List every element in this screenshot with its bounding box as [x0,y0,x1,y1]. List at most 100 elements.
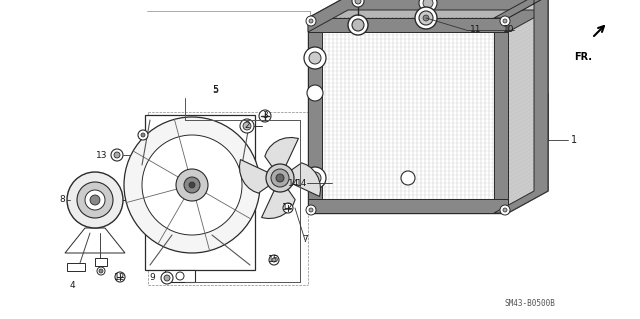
Polygon shape [444,0,487,18]
Polygon shape [488,0,531,18]
Polygon shape [508,88,548,113]
Polygon shape [67,263,85,271]
Polygon shape [508,184,548,209]
Polygon shape [508,72,548,97]
Polygon shape [320,0,364,18]
Circle shape [67,172,123,228]
Polygon shape [165,270,195,282]
Polygon shape [508,168,548,193]
Polygon shape [508,4,548,29]
Circle shape [500,205,510,215]
Polygon shape [368,0,412,18]
Polygon shape [420,0,463,18]
Polygon shape [508,180,548,205]
Text: 12: 12 [115,272,125,281]
Circle shape [309,19,313,23]
Polygon shape [494,0,548,213]
Polygon shape [508,172,548,197]
Polygon shape [65,228,125,253]
Polygon shape [448,0,492,18]
Polygon shape [145,115,255,270]
Circle shape [184,177,200,193]
Circle shape [423,15,429,21]
Polygon shape [452,0,495,18]
Polygon shape [508,64,548,89]
Text: 13: 13 [96,151,108,160]
Polygon shape [380,0,423,18]
Circle shape [503,208,507,212]
Polygon shape [472,0,515,18]
Polygon shape [476,0,519,18]
Circle shape [271,169,289,187]
Circle shape [309,52,321,64]
Text: 7: 7 [302,235,308,244]
Polygon shape [468,0,511,18]
Polygon shape [432,0,475,18]
Polygon shape [262,189,295,219]
Polygon shape [508,144,548,169]
Polygon shape [508,0,548,25]
Text: 1: 1 [571,135,577,145]
Circle shape [309,208,313,212]
Polygon shape [460,0,503,18]
Circle shape [272,258,276,262]
Polygon shape [344,0,387,18]
Polygon shape [504,0,547,18]
Polygon shape [372,0,415,18]
Text: 14: 14 [296,179,308,188]
Polygon shape [508,132,548,157]
Polygon shape [508,24,548,49]
Polygon shape [508,20,548,45]
Text: 5: 5 [212,85,218,95]
Polygon shape [508,84,548,109]
Circle shape [419,0,437,12]
Polygon shape [308,18,322,213]
Polygon shape [384,0,428,18]
Circle shape [240,119,254,133]
Polygon shape [508,52,548,77]
Circle shape [283,203,293,213]
Text: FR.: FR. [574,52,592,62]
Polygon shape [494,18,508,213]
Polygon shape [376,0,419,18]
Polygon shape [308,18,508,213]
Circle shape [307,85,323,101]
Circle shape [306,16,316,26]
Polygon shape [388,0,431,18]
Polygon shape [508,36,548,61]
Polygon shape [239,160,269,193]
Polygon shape [416,0,460,18]
Circle shape [138,130,148,140]
Polygon shape [324,0,367,18]
Text: 11: 11 [470,26,482,34]
Circle shape [419,11,433,25]
Polygon shape [508,112,548,137]
Polygon shape [508,116,548,141]
Text: 4: 4 [69,280,75,290]
Polygon shape [508,32,548,57]
Polygon shape [508,148,548,173]
Polygon shape [308,199,508,213]
Polygon shape [508,136,548,161]
Polygon shape [404,0,447,18]
Circle shape [243,122,251,130]
Polygon shape [508,56,548,81]
Polygon shape [412,0,455,18]
Text: 3: 3 [262,112,268,121]
Circle shape [500,16,510,26]
Circle shape [401,171,415,185]
Circle shape [114,152,120,158]
Polygon shape [364,0,407,18]
Polygon shape [508,28,548,53]
Polygon shape [508,68,548,93]
Polygon shape [492,0,535,18]
Text: 8: 8 [59,196,65,204]
Circle shape [115,272,125,282]
Polygon shape [508,100,548,125]
Polygon shape [508,96,548,121]
Text: 12: 12 [282,204,294,212]
Circle shape [161,272,173,284]
Polygon shape [508,92,548,117]
Polygon shape [508,188,548,213]
Polygon shape [508,16,548,41]
